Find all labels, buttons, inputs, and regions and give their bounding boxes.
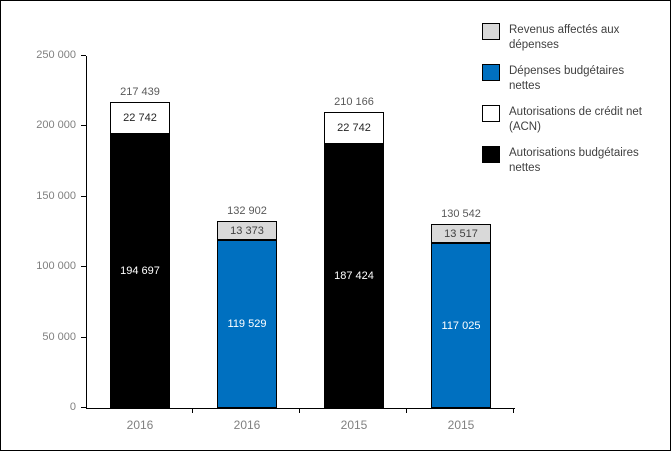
bar-segment: 194 697 bbox=[110, 134, 170, 408]
legend-label: Autorisations budgétaires nettes bbox=[509, 146, 639, 174]
bar-total-label: 132 902 bbox=[227, 205, 267, 217]
y-axis-tick bbox=[81, 407, 86, 408]
x-axis-category-label: 2015 bbox=[447, 418, 475, 432]
y-axis-tick-label: 150 000 bbox=[36, 190, 76, 202]
x-axis-category-label: 2016 bbox=[233, 418, 261, 432]
x-axis-category-label: 2016 bbox=[126, 418, 154, 432]
bar-total-label: 130 542 bbox=[441, 208, 481, 220]
legend: Revenus affectés aux dépenses Dépenses bu… bbox=[482, 23, 649, 176]
x-axis-tick bbox=[299, 409, 300, 413]
legend-label: Revenus affectés aux dépenses bbox=[509, 24, 620, 51]
plot-area bbox=[86, 56, 515, 409]
y-axis-tick bbox=[81, 337, 86, 338]
legend-swatch bbox=[482, 63, 500, 81]
x-axis-tick bbox=[513, 409, 514, 413]
legend-item: Dépenses budgétaires nettes bbox=[482, 63, 649, 94]
y-axis-tick bbox=[81, 55, 86, 56]
bar-segment: 13 373 bbox=[217, 221, 277, 240]
bar-total-label: 210 166 bbox=[334, 96, 374, 108]
legend-item: Autorisations de crédit net (ACN) bbox=[482, 104, 649, 135]
bar-segment: 187 424 bbox=[324, 144, 384, 408]
y-axis-tick bbox=[81, 266, 86, 267]
x-axis-category-label: 2015 bbox=[340, 418, 368, 432]
legend-swatch bbox=[482, 145, 500, 163]
legend-label: Dépenses budgétaires nettes bbox=[509, 64, 625, 92]
legend-item: Autorisations budgétaires nettes bbox=[482, 145, 649, 176]
legend-label: Autorisations de crédit net (ACN) bbox=[509, 105, 642, 133]
y-axis-tick-label: 50 000 bbox=[42, 331, 76, 343]
x-axis-tick bbox=[406, 409, 407, 413]
y-axis-tick-label: 200 000 bbox=[36, 119, 76, 131]
bar-segment: 13 517 bbox=[431, 224, 491, 243]
bar-total-label: 217 439 bbox=[120, 86, 160, 98]
y-axis-tick-label: 100 000 bbox=[36, 260, 76, 272]
bar-segment: 22 742 bbox=[324, 112, 384, 144]
x-axis-tick bbox=[192, 409, 193, 413]
y-axis-tick bbox=[81, 196, 86, 197]
y-axis-tick-label: 250 000 bbox=[36, 49, 76, 61]
legend-item: Revenus affectés aux dépenses bbox=[482, 23, 649, 53]
bar-segment: 119 529 bbox=[217, 240, 277, 408]
y-axis-tick bbox=[81, 125, 86, 126]
y-axis-tick-label: 0 bbox=[69, 401, 76, 413]
legend-swatch bbox=[482, 23, 500, 40]
legend-swatch bbox=[482, 104, 500, 122]
bar-segment: 117 025 bbox=[431, 243, 491, 408]
bar-segment: 22 742 bbox=[110, 102, 170, 134]
